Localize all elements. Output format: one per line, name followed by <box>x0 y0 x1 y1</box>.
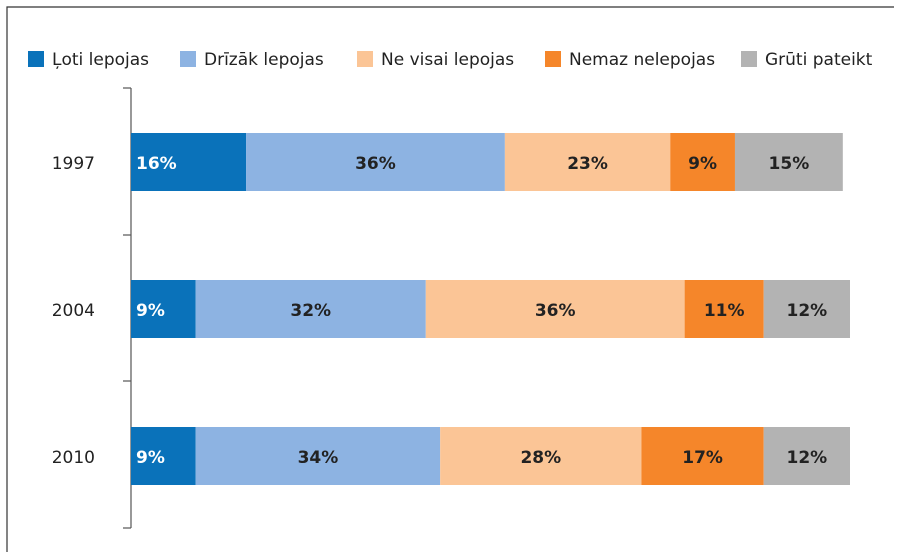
value-label: 15% <box>769 154 810 174</box>
legend-label: Ne visai lepojas <box>381 50 514 70</box>
bar-segment <box>246 133 505 191</box>
value-label: 17% <box>682 448 723 468</box>
y-tick-label: 2004 <box>52 301 95 321</box>
legend-swatch <box>357 51 373 67</box>
bar-segment <box>131 427 196 485</box>
value-label: 9% <box>688 154 717 174</box>
bar-segment <box>195 427 441 485</box>
value-label: 28% <box>520 448 561 468</box>
y-tick-label: 1997 <box>52 154 95 174</box>
value-label: 34% <box>298 448 339 468</box>
bar-segment <box>195 280 426 338</box>
bar-segment <box>425 280 685 338</box>
bar-segment <box>763 427 850 485</box>
frame <box>6 6 894 552</box>
legend-swatch <box>180 51 196 67</box>
value-label: 32% <box>290 301 331 321</box>
value-label: 11% <box>704 301 745 321</box>
bar-segment <box>504 133 671 191</box>
category-axis <box>123 87 132 529</box>
value-label: 16% <box>136 154 177 174</box>
value-label: 36% <box>355 154 396 174</box>
bar-segment <box>131 280 196 338</box>
value-label: 9% <box>136 301 165 321</box>
bar-segment <box>670 133 735 191</box>
legend-label: Ļoti lepojas <box>52 50 149 70</box>
bar-segment <box>641 427 764 485</box>
bar-segment <box>684 280 764 338</box>
legend-label: Drīzāk lepojas <box>204 50 324 70</box>
bar-segment <box>734 133 843 191</box>
legend-label: Grūti pateikt <box>765 50 873 70</box>
y-tick-label: 2010 <box>52 448 95 468</box>
value-label: 12% <box>787 301 828 321</box>
bar-segment <box>440 427 642 485</box>
legend-label: Nemaz nelepojas <box>569 50 715 70</box>
value-label: 23% <box>567 154 608 174</box>
legend-swatch <box>741 51 757 67</box>
value-label: 12% <box>787 448 828 468</box>
value-label: 9% <box>136 448 165 468</box>
value-label: 36% <box>535 301 576 321</box>
bar-segment <box>763 280 850 338</box>
legend-swatch <box>28 51 44 67</box>
legend-swatch <box>545 51 561 67</box>
bar-segment <box>131 133 247 191</box>
